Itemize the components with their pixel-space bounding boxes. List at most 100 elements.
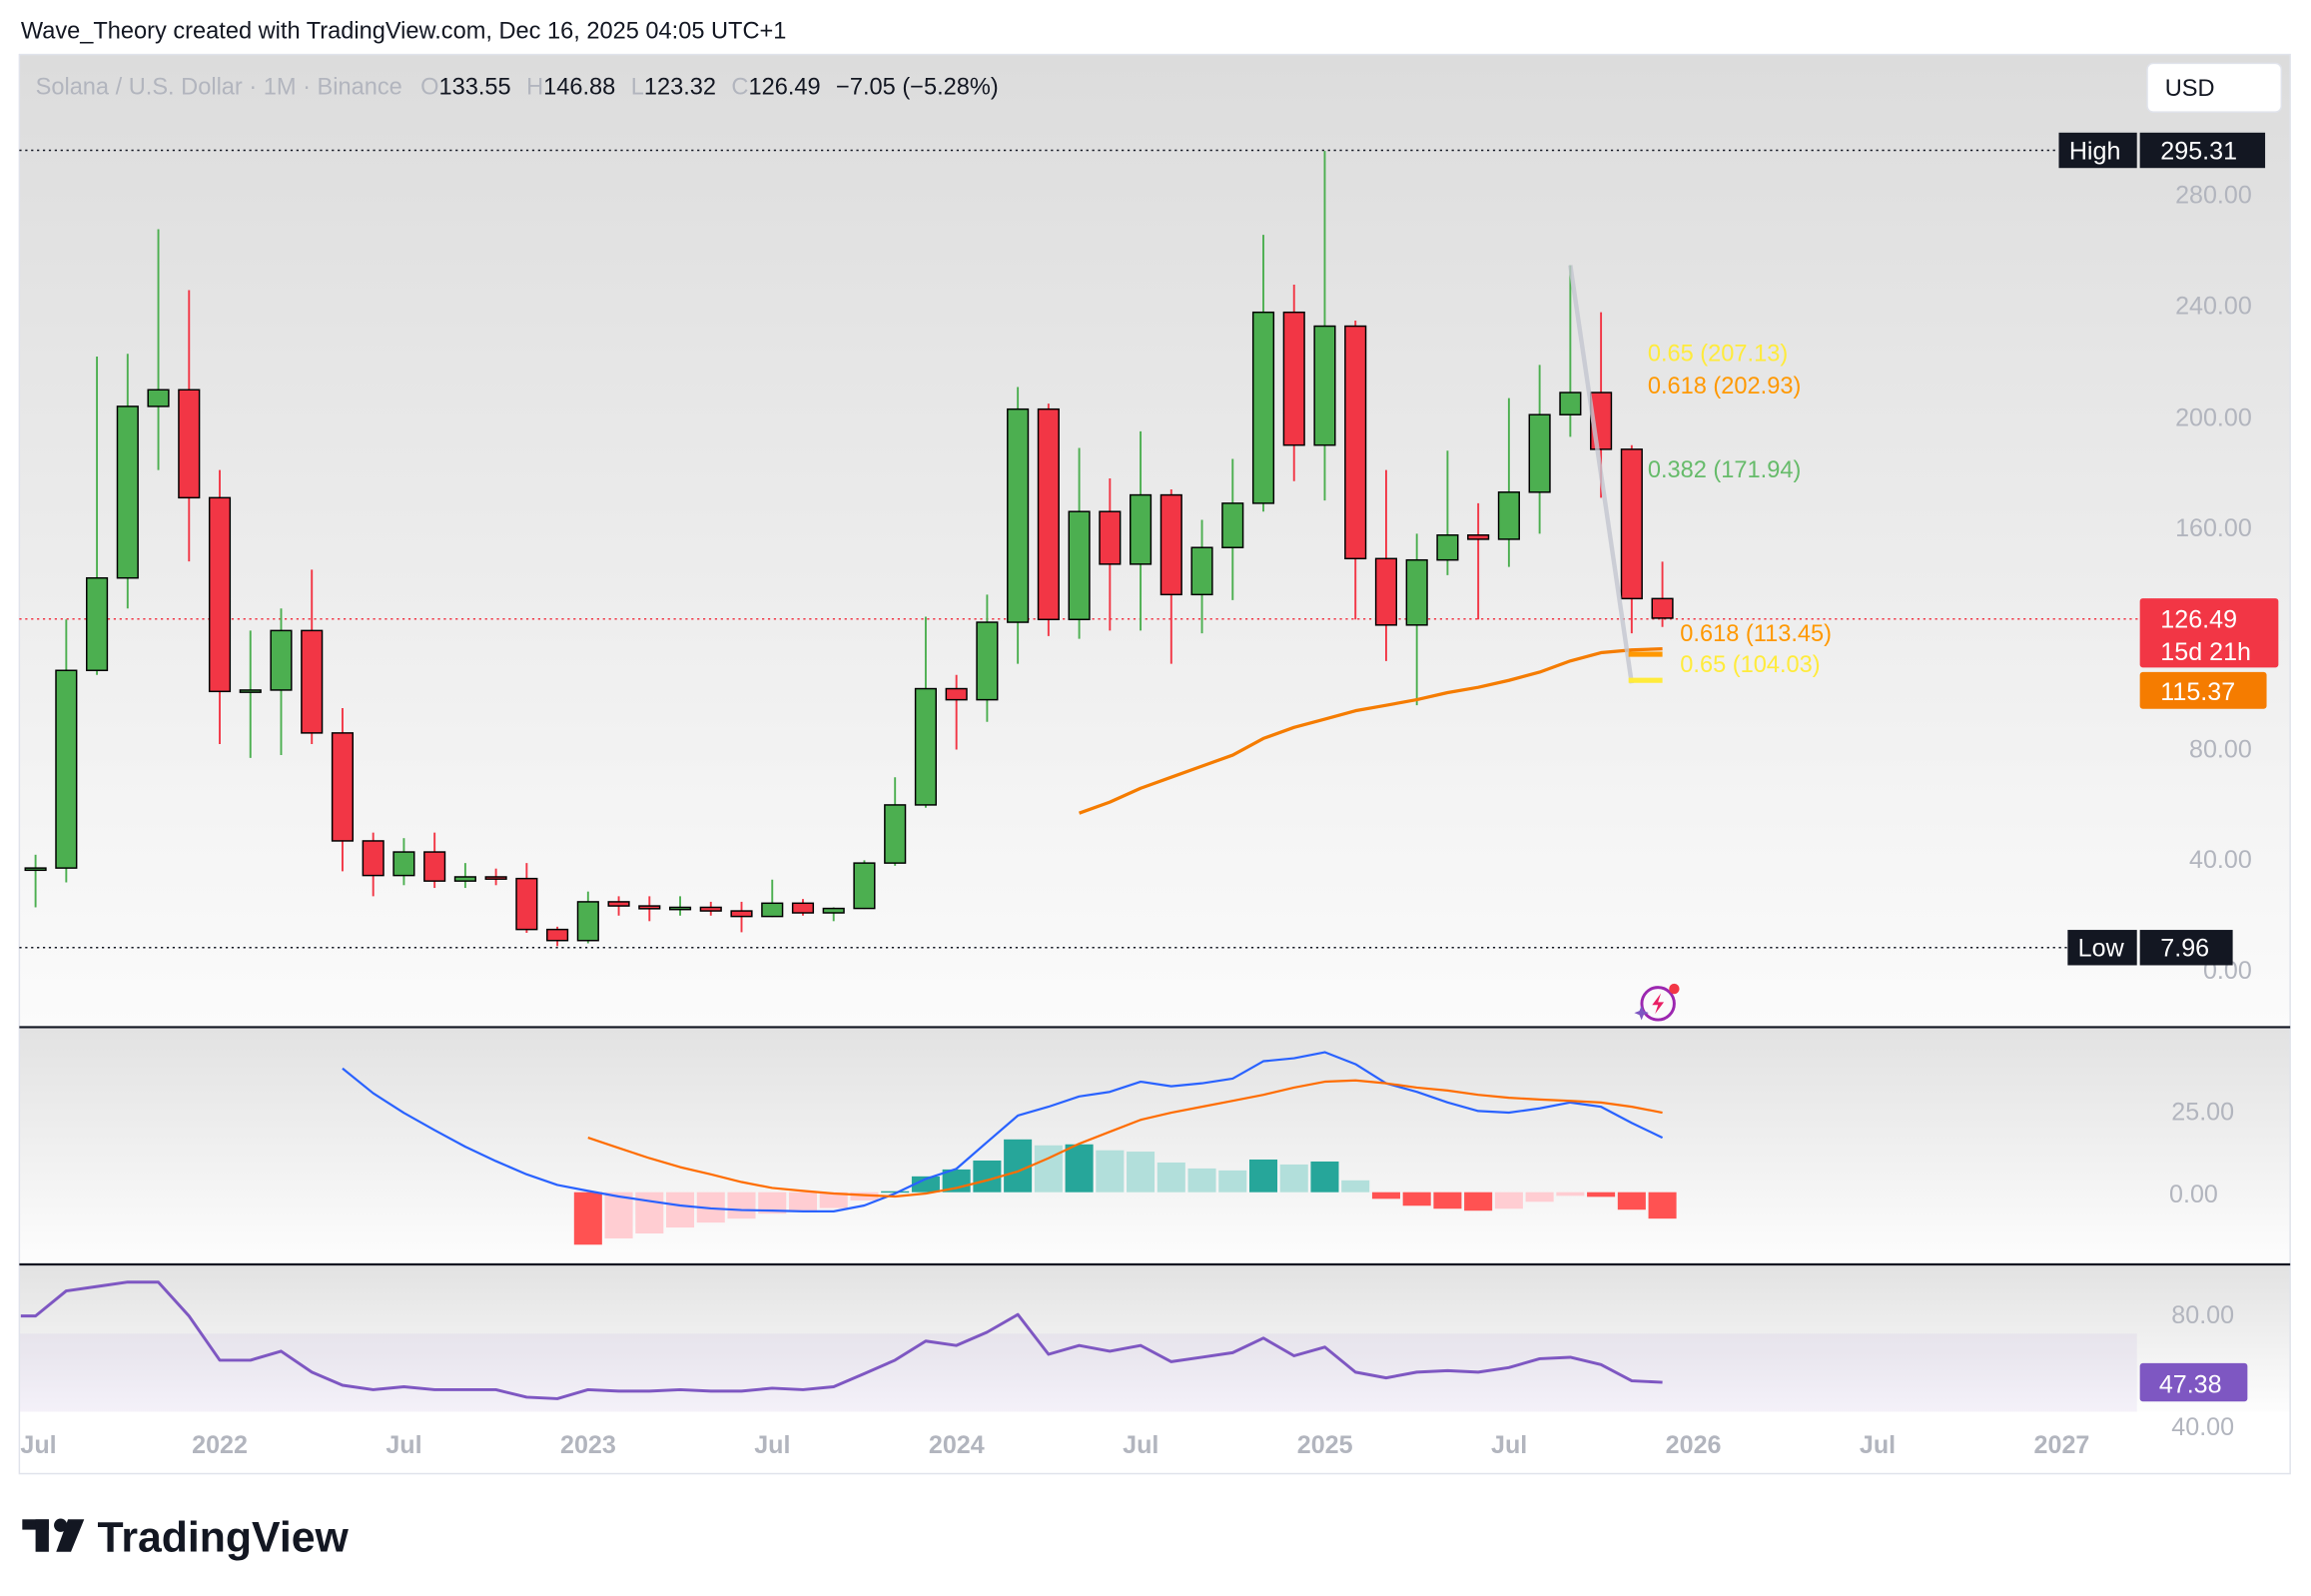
candle	[1528, 365, 1551, 534]
candle-body	[1313, 325, 1336, 446]
price-axis[interactable]: 280.00 240.00 200.00 160.00 80.00 40.00 …	[2175, 182, 2252, 985]
attribution: Wave_Theory created with TradingView.com…	[21, 18, 787, 44]
candle-body	[1651, 597, 1674, 619]
candle	[1099, 477, 1122, 631]
currency-button[interactable]: USD	[2146, 62, 2283, 113]
candle	[945, 674, 968, 750]
macd-tick: 25.00	[2171, 1098, 2234, 1126]
candle-body	[1159, 493, 1182, 596]
macd-histogram-bar	[1494, 1192, 1523, 1209]
candle-body	[1251, 311, 1275, 504]
candle-body	[423, 851, 446, 882]
time-tick: Jul	[20, 1431, 56, 1459]
candle-body	[1344, 325, 1367, 560]
tradingview-logo-icon	[22, 1518, 85, 1552]
candle	[55, 619, 78, 883]
main-pane[interactable]	[19, 54, 2291, 1028]
macd-histogram-bar	[635, 1192, 664, 1234]
candle-body	[945, 687, 968, 701]
candle-body	[331, 732, 355, 842]
close-value: 126.49	[748, 74, 820, 100]
macd-histogram-bar	[850, 1192, 879, 1200]
macd-histogram-bar	[1218, 1170, 1247, 1193]
time-axis[interactable]	[19, 1411, 2291, 1474]
candle	[1190, 519, 1213, 634]
candle	[208, 469, 232, 744]
high-marker: High 295.31	[2058, 132, 2266, 169]
candle	[1221, 458, 1244, 600]
macd-histogram-bar	[758, 1192, 787, 1214]
candle-body	[1282, 311, 1305, 446]
candle-body	[976, 621, 999, 701]
candle-body	[1405, 558, 1428, 626]
time-tick: 2023	[560, 1431, 616, 1459]
candle-body	[822, 907, 845, 914]
svg-text:295.31: 295.31	[2160, 137, 2237, 165]
candle-body	[1467, 534, 1490, 540]
candle-body	[546, 928, 569, 942]
candle	[699, 901, 722, 916]
candle-body	[1007, 407, 1030, 623]
candle-body	[453, 876, 476, 882]
candle	[1559, 265, 1582, 437]
candle-body	[791, 902, 815, 914]
candle	[576, 891, 599, 944]
macd-histogram-bar	[1402, 1192, 1431, 1206]
candle-body	[392, 851, 415, 877]
macd-histogram-bar	[1096, 1150, 1125, 1193]
symbol-legend[interactable]: Solana / U.S. Dollar · 1M · Binance O133…	[36, 74, 999, 100]
candle	[853, 860, 876, 910]
ema-line	[1079, 647, 1663, 815]
macd-histogram-bar	[973, 1160, 1002, 1193]
candle	[822, 907, 845, 922]
rsi-value-marker: 47.38	[2139, 1362, 2248, 1402]
candle-body	[699, 906, 722, 912]
candle-body	[484, 876, 507, 880]
price-tick: 200.00	[2175, 403, 2252, 431]
candle-body	[362, 840, 385, 877]
candle	[1282, 284, 1305, 481]
candle	[1620, 444, 1643, 634]
macd-histogram-bar	[911, 1176, 940, 1193]
time-tick: 2027	[2034, 1431, 2090, 1459]
candle	[761, 879, 784, 918]
candle-body	[1130, 493, 1153, 565]
last-price: 126.49	[2160, 606, 2237, 634]
candle	[116, 354, 139, 609]
candle-body	[638, 905, 661, 910]
candle-body	[1037, 407, 1060, 621]
svg-text:Low: Low	[2078, 935, 2125, 963]
lightning-icon[interactable]	[1634, 983, 1680, 1022]
candle-body	[1221, 502, 1244, 548]
candle	[301, 569, 324, 744]
rsi-line	[20, 1280, 1663, 1400]
change-value: −7.05 (−5.28%)	[836, 74, 999, 100]
fib-label-0618-upper: 0.618 (202.93)	[1648, 374, 1801, 399]
time-tick: 2022	[192, 1431, 248, 1459]
macd-histogram-bar	[1587, 1192, 1616, 1197]
candle	[1130, 430, 1153, 631]
macd-histogram-bar	[819, 1192, 848, 1208]
candle	[453, 863, 476, 889]
macd-pane[interactable]	[19, 1027, 2291, 1265]
time-tick: 2024	[929, 1431, 985, 1459]
svg-text:115.37: 115.37	[2160, 678, 2235, 706]
macd-histogram-bar	[1187, 1168, 1216, 1193]
candle	[638, 896, 661, 922]
rsi-tick: 80.00	[2171, 1301, 2234, 1329]
time-tick: Jul	[754, 1431, 790, 1459]
candle-countdown: 15d 21h	[2160, 638, 2251, 666]
open-value: 133.55	[438, 74, 510, 100]
tradingview-logo[interactable]: TradingView	[22, 1514, 350, 1562]
candle-body	[301, 629, 324, 734]
macd-tick: 0.00	[2169, 1181, 2218, 1208]
candle	[1436, 450, 1459, 575]
macd-histogram-bar	[788, 1192, 817, 1210]
candle	[1251, 235, 1275, 512]
candle-body	[607, 901, 630, 907]
last-price-marker: 126.49 15d 21h	[2139, 598, 2279, 668]
candle	[239, 630, 262, 758]
fib-label-065-upper: 0.65 (207.13)	[1648, 342, 1788, 368]
fib-trend-line	[1568, 265, 1635, 684]
